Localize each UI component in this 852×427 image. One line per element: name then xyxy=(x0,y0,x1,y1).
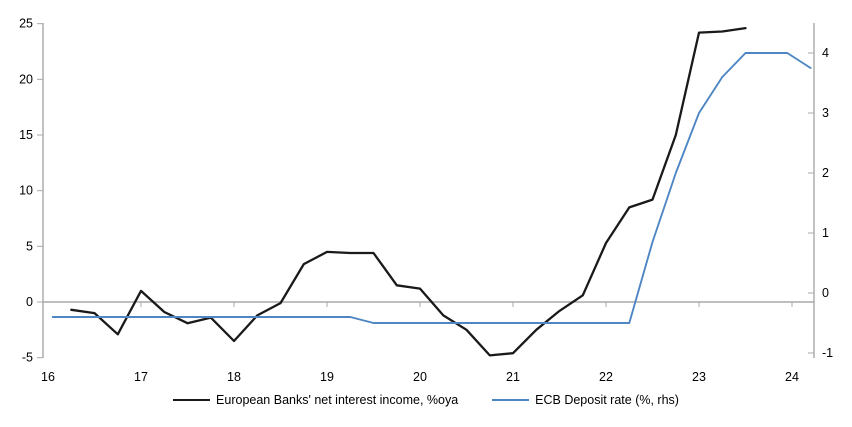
nii-legend-label: European Banks' net interest income, %oy… xyxy=(216,393,459,407)
nii-line-swatch xyxy=(173,399,211,401)
right-axis-tick-label: 2 xyxy=(822,166,829,180)
left-axis-tick-label: 20 xyxy=(19,72,33,86)
x-axis-tick-label: 20 xyxy=(413,370,427,384)
left-axis-tick-label: 25 xyxy=(19,17,33,31)
left-axis-tick-label: 10 xyxy=(19,184,33,198)
x-axis-tick-label: 19 xyxy=(320,370,334,384)
right-axis-tick-label: -1 xyxy=(822,346,833,360)
x-axis-tick-label: 16 xyxy=(41,370,55,384)
left-axis-tick-label: -5 xyxy=(22,351,33,365)
ecb-legend-label: ECB Deposit rate (%, rhs) xyxy=(535,393,679,407)
ecb-deposit-rate-line xyxy=(51,52,812,324)
legend-item-nii: European Banks' net interest income, %oy… xyxy=(173,393,458,407)
right-axis-tick-label: 4 xyxy=(822,46,829,60)
nii-line xyxy=(70,26,747,357)
left-axis-tick-label: 15 xyxy=(19,128,33,142)
x-axis-tick-label: 21 xyxy=(506,370,520,384)
x-axis-tick-label: 17 xyxy=(134,370,148,384)
x-axis-tick-label: 18 xyxy=(227,370,241,384)
right-axis-tick-label: 3 xyxy=(822,106,829,120)
chart-legend: European Banks' net interest income, %oy… xyxy=(0,393,852,407)
right-axis-tick-label: 0 xyxy=(822,286,829,300)
left-axis-tick-label: 5 xyxy=(26,239,33,253)
legend-item-ecb: ECB Deposit rate (%, rhs) xyxy=(492,393,679,407)
ecb-line-swatch xyxy=(492,399,530,401)
x-axis-tick-label: 24 xyxy=(785,370,799,384)
left-axis-tick-label: 0 xyxy=(26,295,33,309)
x-axis-tick-label: 22 xyxy=(599,370,613,384)
right-axis-tick-label: 1 xyxy=(822,226,829,240)
x-axis-tick-label: 23 xyxy=(692,370,706,384)
